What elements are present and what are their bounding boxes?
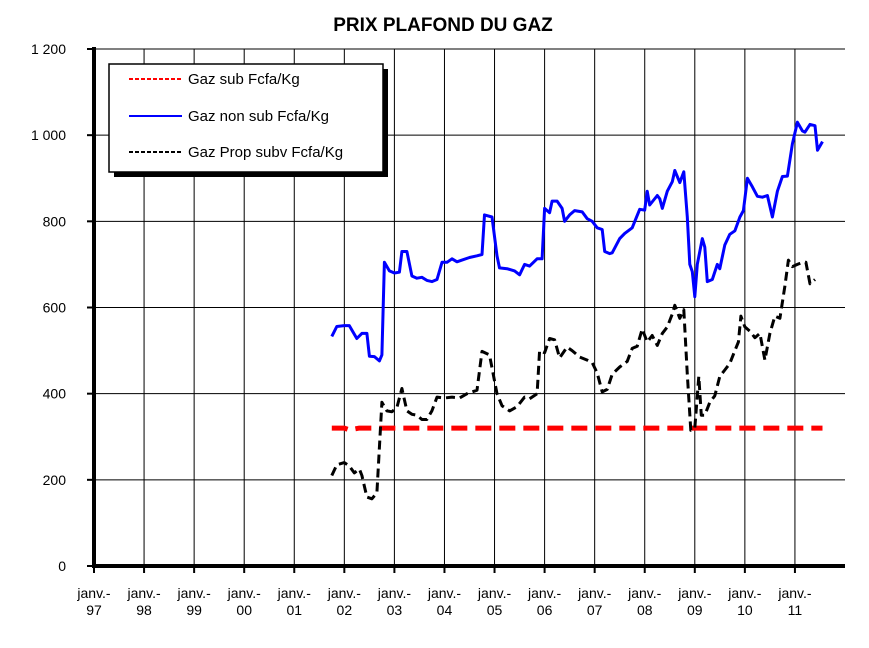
x-tick-label: 09	[687, 602, 703, 618]
y-tick-labels: 0 200 400 600 800 1 000 1 200	[31, 41, 66, 574]
chart-title: PRIX PLAFOND DU GAZ	[333, 15, 553, 36]
x-tick-label: 06	[537, 602, 553, 618]
x-tick-label: 04	[437, 602, 453, 618]
x-tick-label: janv.-	[277, 585, 312, 601]
x-tick-label: janv.-	[427, 585, 462, 601]
legend: Gaz sub Fcfa/Kg Gaz non sub Fcfa/Kg Gaz Pr…	[108, 63, 388, 177]
axes	[87, 47, 845, 573]
x-tick-label: janv.-	[227, 585, 262, 601]
x-tick-labels: janv.-97janv.-98janv.-99janv.-00janv.-01…	[76, 585, 811, 618]
series-layer	[330, 120, 824, 501]
x-tick-label: 00	[236, 602, 252, 618]
x-tick-label: 07	[587, 602, 603, 618]
legend-label-3: Gaz Prop subv Fcfa/Kg	[188, 144, 343, 161]
x-tick-label: 99	[186, 602, 202, 618]
x-tick-label: 97	[86, 602, 102, 618]
y-tick-label: 0	[58, 558, 66, 574]
x-tick-label: janv.-	[76, 585, 111, 601]
x-tick-label: janv.-	[126, 585, 161, 601]
x-tick-label: janv.-	[677, 585, 712, 601]
x-tick-label: 05	[487, 602, 503, 618]
x-tick-label: janv.-	[627, 585, 662, 601]
y-tick-label: 600	[43, 300, 67, 316]
x-tick-label: janv.-	[777, 585, 812, 601]
y-tick-label: 400	[43, 386, 67, 402]
x-tick-label: 11	[788, 602, 803, 618]
x-tick-label: 08	[637, 602, 653, 618]
legend-box	[108, 63, 384, 173]
x-tick-label: 01	[286, 602, 302, 618]
x-tick-label: janv.-	[327, 585, 362, 601]
series-line-3	[330, 258, 816, 501]
x-tick-label: 98	[136, 602, 152, 618]
y-tick-label: 1 000	[31, 127, 66, 143]
x-tick-label: janv.-	[727, 585, 762, 601]
x-tick-label: janv.-	[527, 585, 562, 601]
series-line-2	[330, 120, 824, 363]
y-tick-label: 200	[43, 472, 67, 488]
legend-label-2: Gaz non sub Fcfa/Kg	[188, 108, 329, 125]
y-tick-label: 800	[43, 213, 67, 229]
x-tick-label: janv.-	[477, 585, 512, 601]
x-tick-label: 10	[737, 602, 753, 618]
x-tick-label: janv.-	[177, 585, 212, 601]
legend-label-1: Gaz sub Fcfa/Kg	[188, 71, 300, 88]
x-tick-label: 02	[337, 602, 353, 618]
y-tick-label: 1 200	[31, 41, 66, 57]
x-tick-label: janv.-	[377, 585, 412, 601]
series-line-1	[331, 425, 823, 433]
legend-items: Gaz sub Fcfa/Kg Gaz non sub Fcfa/Kg Gaz Pr…	[129, 71, 343, 161]
x-tick-label: janv.-	[577, 585, 612, 601]
x-tick-label: 03	[387, 602, 403, 618]
